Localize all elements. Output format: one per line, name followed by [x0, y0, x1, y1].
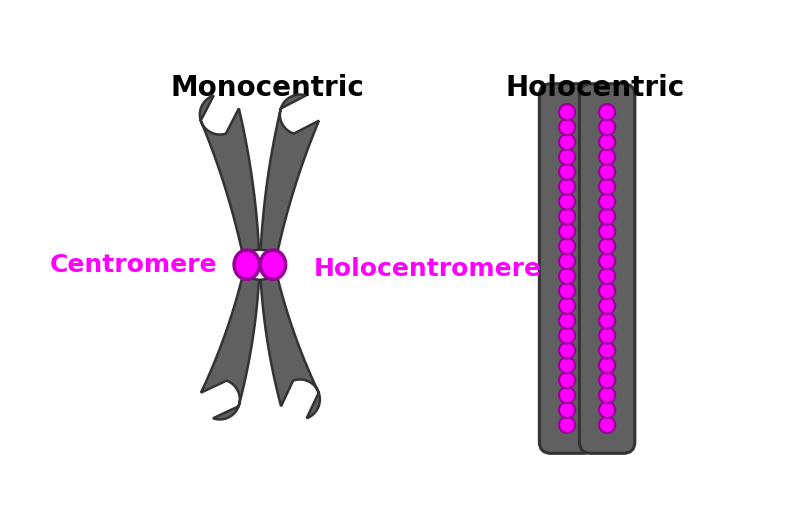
Circle shape	[599, 104, 615, 121]
Circle shape	[559, 238, 575, 254]
Circle shape	[559, 223, 575, 239]
Circle shape	[599, 357, 615, 373]
Circle shape	[599, 387, 615, 403]
Circle shape	[559, 164, 575, 180]
Text: Centromere: Centromere	[50, 253, 218, 277]
Circle shape	[599, 238, 615, 254]
Text: Monocentric: Monocentric	[170, 74, 365, 102]
Circle shape	[599, 134, 615, 150]
Circle shape	[559, 387, 575, 403]
Circle shape	[599, 372, 615, 388]
Circle shape	[559, 104, 575, 121]
Circle shape	[599, 417, 615, 433]
Circle shape	[559, 283, 575, 299]
Text: Holocentric: Holocentric	[505, 74, 685, 102]
Ellipse shape	[234, 250, 259, 279]
Circle shape	[599, 298, 615, 314]
Circle shape	[559, 208, 575, 225]
Circle shape	[559, 253, 575, 269]
Circle shape	[599, 342, 615, 358]
Circle shape	[599, 149, 615, 165]
Circle shape	[559, 372, 575, 388]
Polygon shape	[201, 277, 259, 419]
Circle shape	[599, 178, 615, 195]
Circle shape	[599, 283, 615, 299]
Circle shape	[599, 164, 615, 180]
Polygon shape	[200, 96, 259, 252]
Circle shape	[599, 223, 615, 239]
Circle shape	[559, 313, 575, 329]
Circle shape	[599, 208, 615, 225]
Ellipse shape	[260, 250, 286, 279]
Circle shape	[559, 193, 575, 210]
Circle shape	[599, 253, 615, 269]
Circle shape	[559, 178, 575, 195]
Text: Holocentromere: Holocentromere	[314, 256, 542, 280]
Circle shape	[559, 268, 575, 284]
Circle shape	[599, 328, 615, 344]
Circle shape	[559, 134, 575, 150]
Circle shape	[599, 193, 615, 210]
Circle shape	[599, 119, 615, 135]
Circle shape	[599, 313, 615, 329]
Circle shape	[559, 328, 575, 344]
FancyBboxPatch shape	[539, 84, 595, 453]
Circle shape	[559, 149, 575, 165]
Circle shape	[559, 402, 575, 418]
Circle shape	[559, 417, 575, 433]
Polygon shape	[261, 277, 320, 418]
Polygon shape	[261, 95, 319, 252]
Circle shape	[559, 342, 575, 358]
Circle shape	[559, 119, 575, 135]
Circle shape	[599, 268, 615, 284]
Circle shape	[559, 357, 575, 373]
FancyBboxPatch shape	[579, 84, 635, 453]
Circle shape	[599, 402, 615, 418]
Circle shape	[559, 298, 575, 314]
